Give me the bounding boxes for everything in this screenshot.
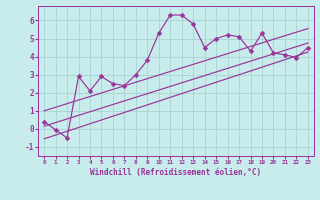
X-axis label: Windchill (Refroidissement éolien,°C): Windchill (Refroidissement éolien,°C) xyxy=(91,168,261,177)
